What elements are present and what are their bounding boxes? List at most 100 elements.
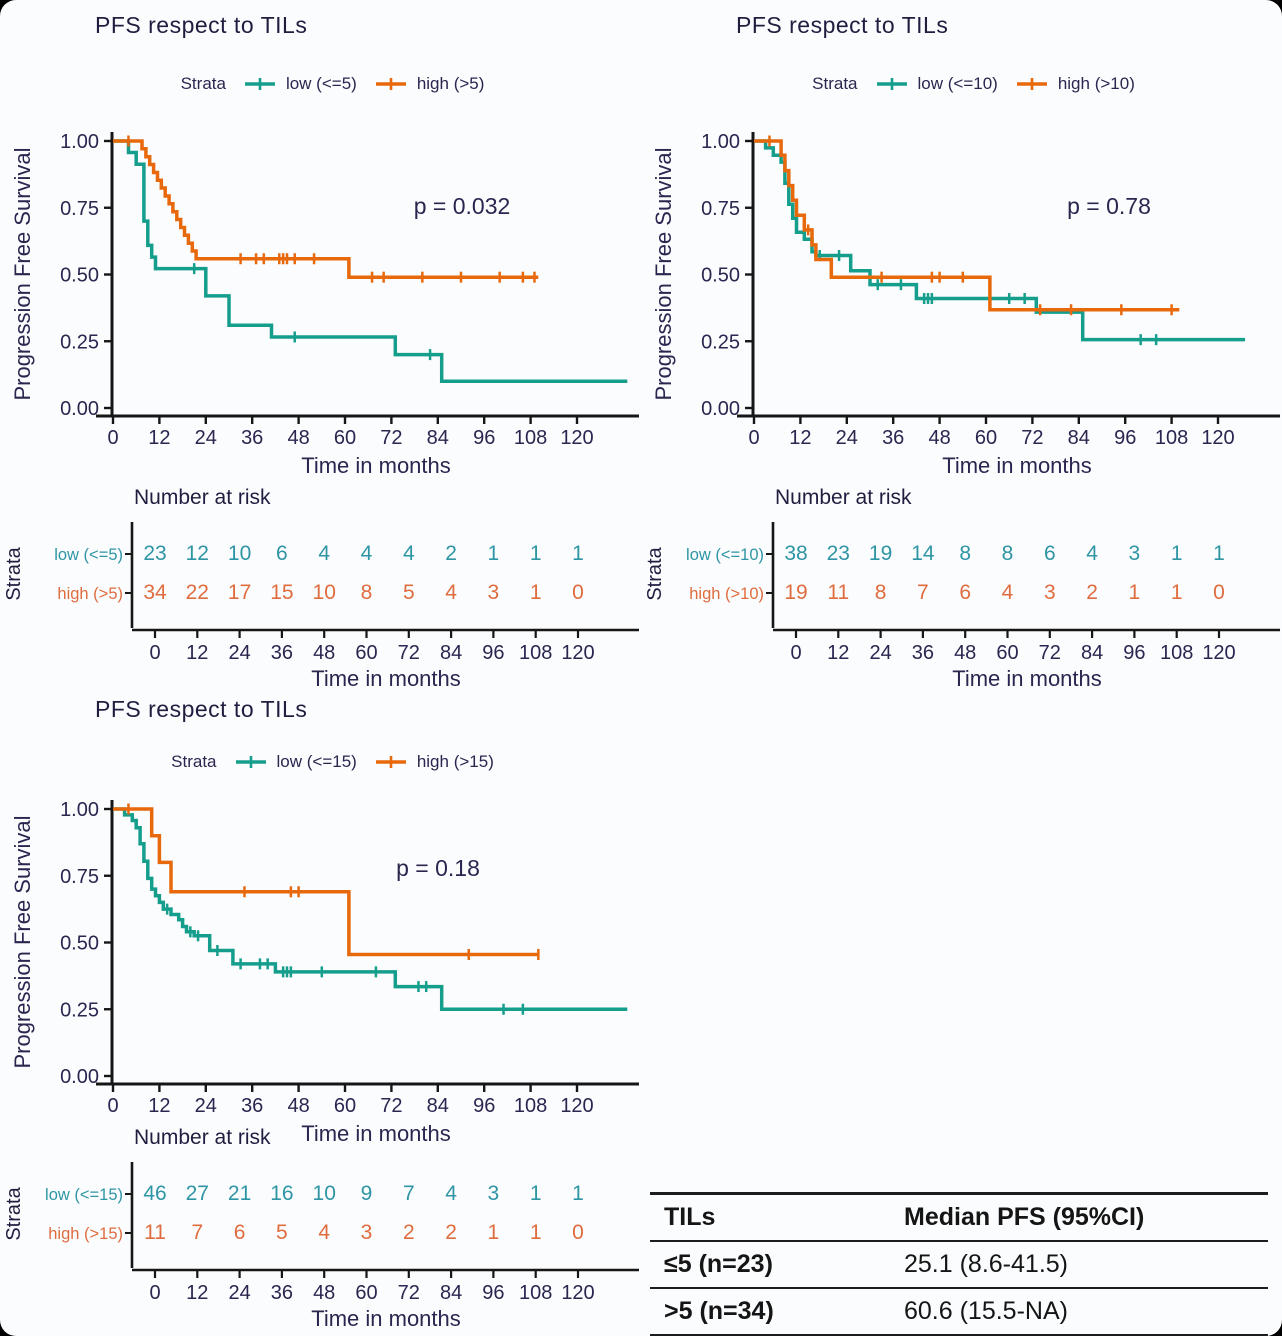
risk-x-tick-label: 36	[912, 642, 934, 664]
risk-row-label: low (<=10)	[686, 546, 764, 564]
legend-item-low: low (<=15)	[233, 752, 357, 772]
legend-strata-label: Strata	[180, 74, 226, 93]
risk-x-tick-label: 12	[827, 642, 849, 664]
censor-ticks	[818, 250, 1158, 346]
risk-x-tick-label: 48	[954, 642, 976, 664]
x-tick-label: 12	[789, 427, 811, 449]
risk-count: 5	[276, 1221, 288, 1244]
x-tick-label: 24	[836, 427, 858, 449]
risk-count: 8	[959, 542, 971, 565]
col-header-median-pfs: Median PFS (95%CI)	[904, 1203, 1145, 1231]
risk-count: 1	[488, 542, 500, 565]
risk-count: 9	[361, 1182, 373, 1205]
legend-key-icon	[375, 756, 406, 768]
risk-x-tick-label: 108	[1160, 642, 1193, 664]
risk-count: 3	[361, 1221, 373, 1244]
legend-item-label: low (<=15)	[276, 752, 357, 771]
risk-x-tick-label: 48	[313, 642, 335, 664]
risk-x-tick-label: 96	[1123, 642, 1145, 664]
x-tick-label: 24	[195, 427, 217, 449]
legend-item-high: high (>10)	[1014, 74, 1135, 94]
risk-count: 1	[530, 1182, 542, 1205]
risk-count: 10	[228, 542, 251, 565]
x-tick-label: 108	[514, 1095, 547, 1117]
col-header-tils: TILs	[664, 1203, 716, 1231]
y-tick-label: 0.75	[60, 198, 99, 220]
legend-key-icon	[244, 78, 275, 90]
y-tick-label: 0.50	[60, 265, 99, 287]
x-tick-label: 60	[334, 427, 356, 449]
strata-axis-label: Strata	[3, 546, 25, 600]
risk-count: 38	[784, 542, 807, 565]
y-tick-label: 1.00	[60, 799, 99, 821]
x-tick-label: 120	[1201, 427, 1234, 449]
risk-x-tick-label: 72	[1039, 642, 1061, 664]
risk-count: 11	[144, 1221, 166, 1244]
risk-x-axis-title: Time in months	[952, 666, 1102, 690]
legend-item-label: high (>15)	[416, 752, 494, 771]
risk-count: 0	[572, 1221, 584, 1244]
risk-count: 1	[488, 1221, 500, 1244]
risk-x-tick-label: 60	[355, 1282, 377, 1304]
risk-x-tick-label: 24	[228, 642, 250, 664]
risk-count: 1	[1171, 581, 1183, 604]
y-tick-label: 0.50	[60, 933, 99, 955]
p-value-label: p = 0.78	[1067, 193, 1151, 219]
y-axis-title: Progression Free Survival	[10, 815, 35, 1068]
x-tick-label: 60	[334, 1095, 356, 1117]
y-tick-label: 0.00	[60, 1066, 99, 1088]
y-tick-label: 0.00	[60, 398, 99, 420]
km-panel-tils5: PFS respect to TILs Strata low (<=5) high…	[0, 0, 641, 690]
km-curve-high	[113, 807, 539, 957]
y-tick-label: 0.50	[701, 265, 740, 287]
x-tick-label: 0	[107, 1095, 118, 1117]
x-tick-label: 108	[1155, 427, 1188, 449]
risk-x-tick-label: 108	[519, 1282, 552, 1304]
x-axis-title: Time in months	[942, 453, 1092, 478]
x-tick-label: 48	[287, 427, 309, 449]
risk-count: 2	[403, 1221, 415, 1244]
risk-count: 12	[186, 542, 209, 565]
km-curve-low	[113, 139, 628, 384]
risk-count: 22	[186, 581, 209, 604]
risk-table-title: Number at risk	[134, 1126, 271, 1149]
risk-x-tick-label: 84	[440, 642, 462, 664]
risk-count: 0	[1213, 581, 1225, 604]
risk-count: 16	[270, 1182, 293, 1205]
risk-count: 15	[270, 581, 293, 604]
risk-count: 6	[276, 542, 288, 565]
risk-count: 10	[313, 581, 336, 604]
km-plot: Progression Free Survival 0.00 0.25 0.50 0.7…	[10, 799, 639, 1146]
x-tick-label: 0	[748, 427, 759, 449]
risk-x-tick-label: 120	[561, 642, 594, 664]
censor-ticks	[768, 135, 1173, 316]
risk-row-label: high (>15)	[48, 1225, 123, 1243]
legend-item-label: low (<=5)	[285, 74, 357, 93]
x-tick-label: 12	[148, 427, 170, 449]
risk-count: 1	[1171, 542, 1183, 565]
risk-count: 4	[1002, 581, 1014, 604]
y-tick-label: 1.00	[60, 131, 99, 153]
risk-x-tick-label: 120	[561, 1282, 594, 1304]
risk-count: 1	[530, 581, 542, 604]
risk-count: 1	[1213, 542, 1225, 565]
risk-count: 3	[1129, 542, 1141, 565]
risk-count: 1	[1129, 581, 1141, 604]
risk-x-tick-label: 24	[869, 642, 891, 664]
risk-count: 7	[917, 581, 929, 604]
risk-count: 2	[1086, 581, 1098, 604]
x-tick-label: 72	[380, 1095, 402, 1117]
median-cell: 25.1 (8.6-41.5)	[904, 1250, 1068, 1278]
y-tick-label: 0.75	[701, 198, 740, 220]
km-plot: Progression Free Survival 0.00 0.25 0.50 0.7…	[10, 131, 639, 478]
legend-item-high: high (>15)	[373, 752, 494, 772]
y-tick-label: 0.75	[60, 866, 99, 888]
legend-key-icon	[375, 78, 406, 90]
table-header-row: TILs Median PFS (95%CI)	[650, 1193, 1268, 1241]
risk-count: 1	[572, 542, 584, 565]
risk-x-tick-label: 0	[790, 642, 801, 664]
risk-x-tick-label: 12	[186, 642, 208, 664]
risk-count: 8	[361, 581, 373, 604]
x-tick-label: 12	[148, 1095, 170, 1117]
